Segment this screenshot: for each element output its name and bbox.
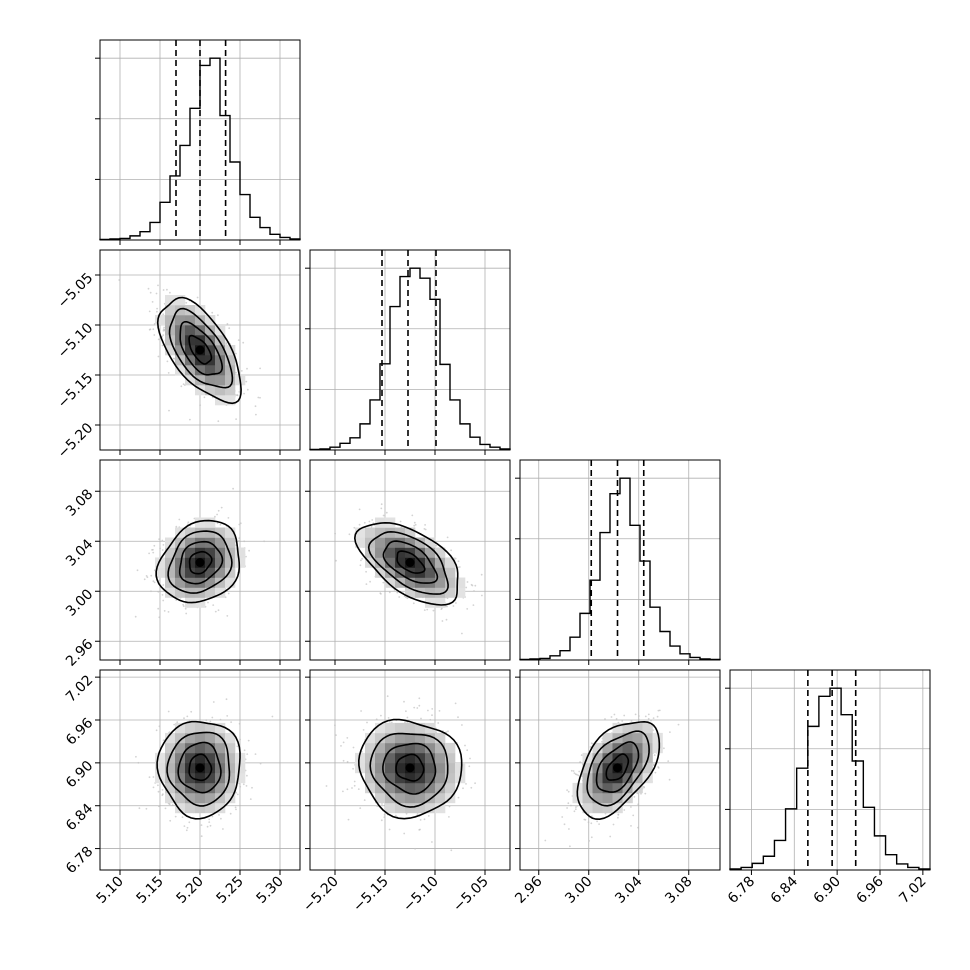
panel-frame bbox=[309, 459, 511, 661]
y-tick-label: 3.04 bbox=[63, 536, 96, 569]
contour-line bbox=[353, 521, 459, 606]
y-tick-label: 6.96 bbox=[63, 715, 96, 748]
x-tick-label: −5.05 bbox=[450, 874, 492, 916]
histogram-panel-0 bbox=[95, 39, 301, 245]
contour-line bbox=[382, 742, 437, 795]
panel-frame bbox=[309, 669, 511, 871]
contour-line bbox=[155, 519, 241, 604]
x-tick-label: 5.25 bbox=[213, 874, 246, 907]
peak-mark bbox=[405, 763, 415, 773]
peak-mark bbox=[195, 345, 205, 355]
histogram-step bbox=[309, 267, 511, 451]
contours bbox=[156, 296, 242, 405]
contour-line bbox=[395, 753, 425, 782]
scatter-panel-3-1 bbox=[305, 669, 511, 875]
contour-line bbox=[156, 296, 242, 405]
x-tick-label: 6.84 bbox=[768, 873, 801, 906]
scatter-panel-2-0 bbox=[95, 459, 301, 665]
contours bbox=[353, 521, 459, 606]
peak-mark bbox=[405, 558, 415, 567]
histogram-panel-2 bbox=[515, 459, 721, 665]
panel-frame bbox=[729, 669, 931, 871]
contour-line bbox=[595, 741, 640, 793]
peak-mark bbox=[613, 763, 622, 773]
contour-line bbox=[396, 550, 426, 574]
peak-mark bbox=[195, 558, 205, 567]
contour-line bbox=[382, 540, 439, 584]
contours bbox=[357, 718, 463, 820]
scatter-panel-3-0 bbox=[95, 669, 301, 875]
contour-line bbox=[188, 753, 213, 782]
x-tick-label: 5.10 bbox=[93, 874, 126, 907]
y-tick-label: −5.10 bbox=[55, 320, 97, 362]
histogram-step bbox=[729, 687, 931, 870]
x-tick-label: 3.00 bbox=[562, 874, 595, 907]
contour-line bbox=[177, 741, 222, 794]
x-tick-label: 5.20 bbox=[173, 874, 206, 907]
contour-line bbox=[188, 550, 213, 575]
y-tick-label: 6.90 bbox=[63, 758, 96, 791]
histogram-panel-1 bbox=[305, 249, 511, 455]
contours bbox=[155, 519, 241, 604]
contour-line bbox=[576, 720, 661, 821]
x-tick-label: 5.15 bbox=[133, 874, 166, 907]
contour-line bbox=[167, 530, 233, 594]
contour-line bbox=[586, 730, 650, 807]
histogram-step bbox=[99, 57, 301, 241]
scatter-panel-3-2 bbox=[515, 669, 721, 875]
y-tick-label: 6.84 bbox=[63, 801, 96, 834]
contour-line bbox=[156, 720, 241, 820]
scatter-panel-2-1 bbox=[305, 459, 511, 665]
y-tick-label: 3.00 bbox=[63, 586, 96, 619]
contour-line bbox=[605, 753, 630, 781]
y-tick-label: 2.96 bbox=[63, 636, 96, 669]
contour-line bbox=[188, 334, 213, 365]
x-tick-label: 2.96 bbox=[512, 873, 545, 906]
histogram-step bbox=[519, 477, 721, 661]
contours bbox=[576, 720, 661, 821]
x-tick-label: 7.02 bbox=[896, 874, 929, 907]
x-tick-label: 6.96 bbox=[853, 873, 886, 906]
x-tick-label: 6.90 bbox=[811, 874, 844, 907]
x-tick-label: −5.10 bbox=[400, 874, 442, 916]
scatter-panel-1-0 bbox=[95, 249, 301, 455]
x-tick-label: 5.30 bbox=[253, 874, 286, 907]
y-tick-label: −5.20 bbox=[55, 420, 97, 462]
x-tick-label: 3.04 bbox=[612, 873, 645, 906]
contour-line bbox=[178, 540, 224, 585]
contour-line bbox=[367, 530, 449, 595]
contour-line bbox=[166, 731, 231, 807]
contour-line bbox=[357, 718, 463, 820]
y-tick-label: −5.15 bbox=[55, 370, 97, 412]
x-tick-label: −5.15 bbox=[350, 874, 392, 916]
x-tick-label: 6.78 bbox=[725, 874, 758, 907]
peak-mark bbox=[195, 763, 205, 773]
histogram-panel-3 bbox=[725, 669, 931, 875]
contour-line bbox=[168, 307, 234, 389]
panel-frame bbox=[309, 249, 511, 451]
panel-frame bbox=[519, 459, 721, 661]
y-tick-label: 7.02 bbox=[63, 672, 96, 705]
y-tick-label: 3.08 bbox=[63, 486, 96, 519]
x-tick-label: 3.08 bbox=[662, 874, 695, 907]
panel-frame bbox=[519, 669, 721, 871]
contour-line bbox=[369, 732, 449, 808]
contour-line bbox=[179, 321, 224, 376]
y-tick-label: 6.78 bbox=[63, 844, 96, 877]
contours bbox=[156, 720, 241, 820]
x-tick-label: −5.20 bbox=[300, 874, 342, 916]
y-tick-label: −5.05 bbox=[55, 270, 97, 312]
